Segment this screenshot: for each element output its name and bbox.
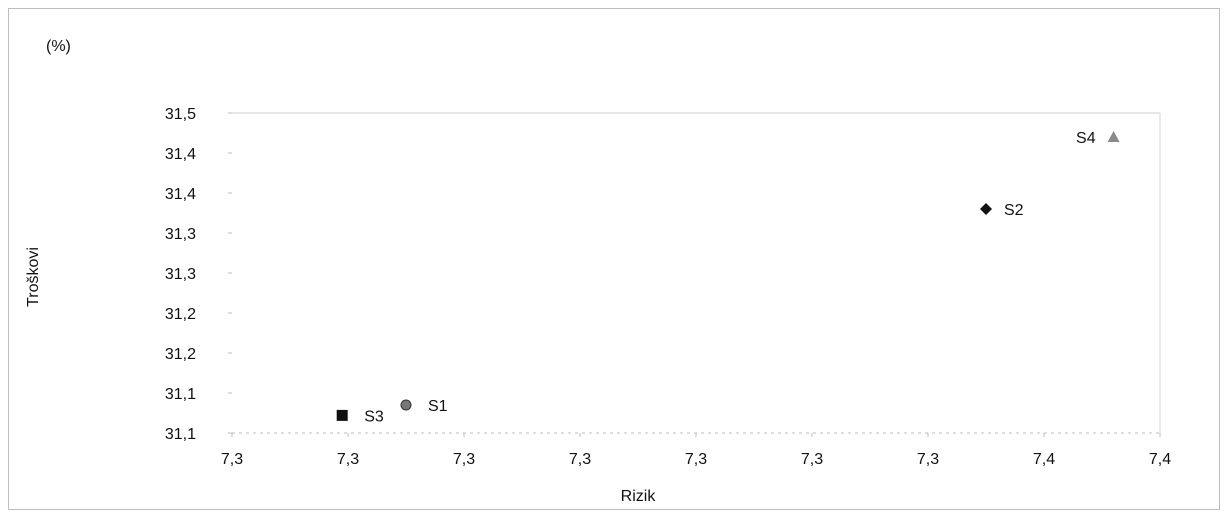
y-tick-label: 31,3 bbox=[165, 226, 196, 243]
y-tick-label: 31,3 bbox=[165, 266, 196, 283]
x-tick-label: 7,3 bbox=[685, 451, 707, 468]
point-s3 bbox=[336, 409, 348, 421]
x-axis-label: Rizik bbox=[620, 488, 656, 505]
x-tick-label: 7,3 bbox=[337, 451, 359, 468]
x-tick-label: 7,3 bbox=[917, 451, 939, 468]
point-s1 bbox=[400, 399, 412, 411]
x-tick-label: 7,4 bbox=[1033, 451, 1055, 468]
x-tick-label: 7,3 bbox=[801, 451, 823, 468]
x-tick-label: 7,4 bbox=[1149, 451, 1171, 468]
y-tick-label: 31,5 bbox=[165, 106, 196, 123]
point-label: S4 bbox=[1076, 130, 1096, 147]
x-tick-label: 7,3 bbox=[221, 451, 243, 468]
point-s2 bbox=[980, 203, 992, 215]
x-tick-label: 7,3 bbox=[453, 451, 475, 468]
point-label: S3 bbox=[364, 408, 384, 425]
y-tick-label: 31,1 bbox=[165, 386, 196, 403]
y-tick-label: 31,1 bbox=[165, 426, 196, 443]
y-tick-label: 31,4 bbox=[165, 186, 196, 203]
y-tick-label: 31,2 bbox=[165, 346, 196, 363]
point-label: S1 bbox=[428, 398, 448, 415]
y-tick-label: 31,2 bbox=[165, 306, 196, 323]
point-label: S2 bbox=[1004, 202, 1024, 219]
point-s4 bbox=[1107, 131, 1120, 142]
unit-label: (%) bbox=[46, 38, 71, 55]
y-tick-label: 31,4 bbox=[165, 146, 196, 163]
chart-frame bbox=[8, 8, 1220, 510]
x-tick-label: 7,3 bbox=[569, 451, 591, 468]
